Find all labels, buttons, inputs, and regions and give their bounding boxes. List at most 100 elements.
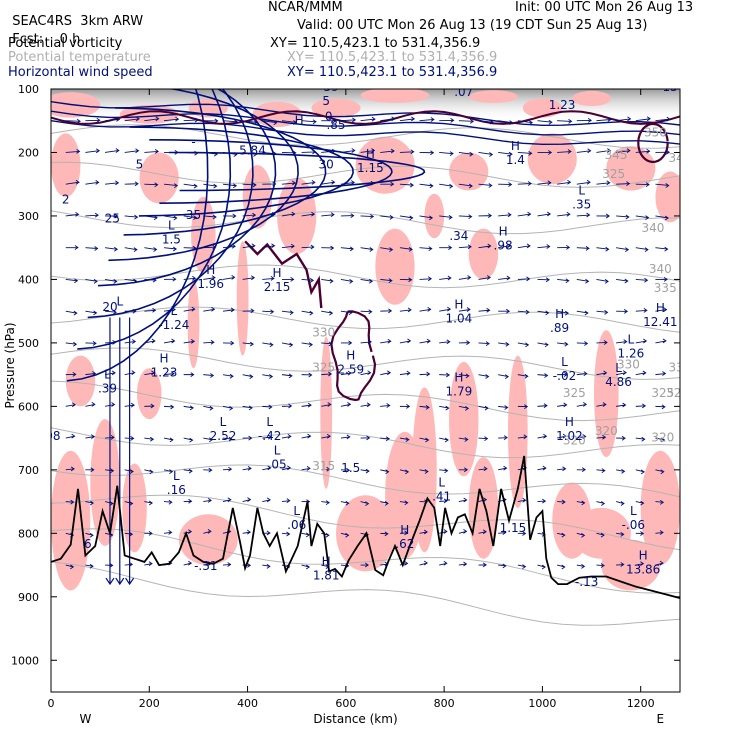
wind-vector xyxy=(222,562,232,567)
wind-vector xyxy=(144,500,153,506)
wind-vector xyxy=(596,434,607,440)
wind-vector xyxy=(635,148,651,154)
wind-vector xyxy=(517,276,531,282)
wind-vector xyxy=(478,307,491,313)
theta-label: 340 xyxy=(649,262,672,276)
wind-vector xyxy=(557,119,573,124)
wind-vector xyxy=(163,404,175,410)
wind-vector xyxy=(537,433,548,439)
wind-vector xyxy=(301,310,314,316)
theta-contour xyxy=(51,464,680,498)
wind-vector xyxy=(557,433,567,439)
wind-vector xyxy=(517,434,528,440)
wind-vector xyxy=(419,117,435,122)
wind-vector xyxy=(262,151,277,157)
wind-vector xyxy=(655,116,671,122)
wind-vector xyxy=(222,340,235,346)
wind-speed-contour xyxy=(129,126,354,217)
wind-vector xyxy=(242,212,257,218)
extremum-value: 1.26 xyxy=(618,347,645,361)
wind-vector xyxy=(105,563,114,568)
wind-vector xyxy=(478,436,489,442)
wind-vector xyxy=(242,182,257,188)
wind-vector xyxy=(183,339,196,344)
wind-vector xyxy=(301,342,313,347)
wind-vector xyxy=(360,180,375,186)
extremum-value: .41 xyxy=(432,489,451,503)
wind-vector xyxy=(399,182,414,188)
pv-fill-area xyxy=(571,90,612,107)
wind-vector xyxy=(321,310,334,316)
wind-speed-contour xyxy=(87,89,254,319)
wind-vector xyxy=(183,275,197,281)
theta-label: 325 xyxy=(312,360,335,374)
wind-vector xyxy=(262,374,274,379)
wind-vector xyxy=(498,435,508,441)
wind-vector xyxy=(183,468,193,474)
theta-label: 325 xyxy=(651,386,674,400)
wind-vector xyxy=(262,181,277,187)
x-tick-label: 400 xyxy=(237,697,258,710)
wind-vector xyxy=(104,501,114,506)
wind-vector xyxy=(242,308,255,314)
wind-vector xyxy=(635,116,651,122)
wind-vector xyxy=(635,277,649,283)
wind-vector xyxy=(635,436,646,442)
theta-contour xyxy=(51,494,680,551)
field-pv-name: Potential vorticity xyxy=(8,36,123,51)
wind-vector xyxy=(163,499,173,505)
wind-vector xyxy=(262,465,272,471)
wind-vector xyxy=(65,372,77,377)
wind-vector xyxy=(458,373,470,379)
extremum-value: -.02 xyxy=(553,369,576,383)
wind-vector xyxy=(616,181,631,186)
wind-vector xyxy=(360,435,371,441)
wind-vector xyxy=(203,306,216,312)
theta-contour xyxy=(51,210,680,235)
pv-fill-area xyxy=(601,539,661,591)
wind-vector xyxy=(262,434,273,440)
wind-speed-contour xyxy=(66,89,209,382)
pv-fill-area xyxy=(139,152,179,204)
wind-vector xyxy=(498,182,513,187)
wind-vector xyxy=(517,531,527,536)
wind-vector xyxy=(616,116,632,122)
wind-vector xyxy=(655,276,668,282)
wind-vector xyxy=(321,245,335,251)
wind-vector xyxy=(301,372,313,378)
wind-vector xyxy=(498,465,508,471)
pv-fill-area xyxy=(178,514,238,566)
wind-vector xyxy=(419,306,432,312)
wind-vector xyxy=(163,116,180,122)
x-axis-label: Distance (km) xyxy=(313,712,397,726)
wind-vector xyxy=(517,211,532,217)
extremum-value: .85 xyxy=(326,118,345,132)
wind-vector xyxy=(576,148,592,154)
wind-vector xyxy=(144,116,160,122)
wind-vector xyxy=(596,309,609,315)
wind-vector xyxy=(85,434,96,439)
pv-fill-area xyxy=(508,355,528,508)
wind-vector xyxy=(360,116,376,122)
wind-vector xyxy=(301,119,317,125)
wind-vector xyxy=(537,150,553,155)
wind-vector xyxy=(380,501,389,506)
pv-contour xyxy=(244,240,323,309)
wind-vector xyxy=(183,498,193,504)
wind-vector xyxy=(557,310,570,316)
extremum-marker: L xyxy=(549,69,556,83)
wind-vector xyxy=(596,563,605,568)
wind-vector xyxy=(380,370,392,376)
wind-speed-contour xyxy=(168,151,426,192)
wind-vector xyxy=(616,532,625,537)
wind-vector xyxy=(65,499,75,505)
wind-vector xyxy=(380,338,392,344)
wind-vector xyxy=(301,211,316,217)
wind-vector xyxy=(557,341,569,347)
wind-vector xyxy=(576,500,586,506)
wind-vector xyxy=(478,562,487,568)
wind-vector xyxy=(124,148,140,154)
wind-vector xyxy=(65,564,75,570)
wind-vector xyxy=(635,182,650,187)
theta-label: 345 xyxy=(669,151,692,165)
